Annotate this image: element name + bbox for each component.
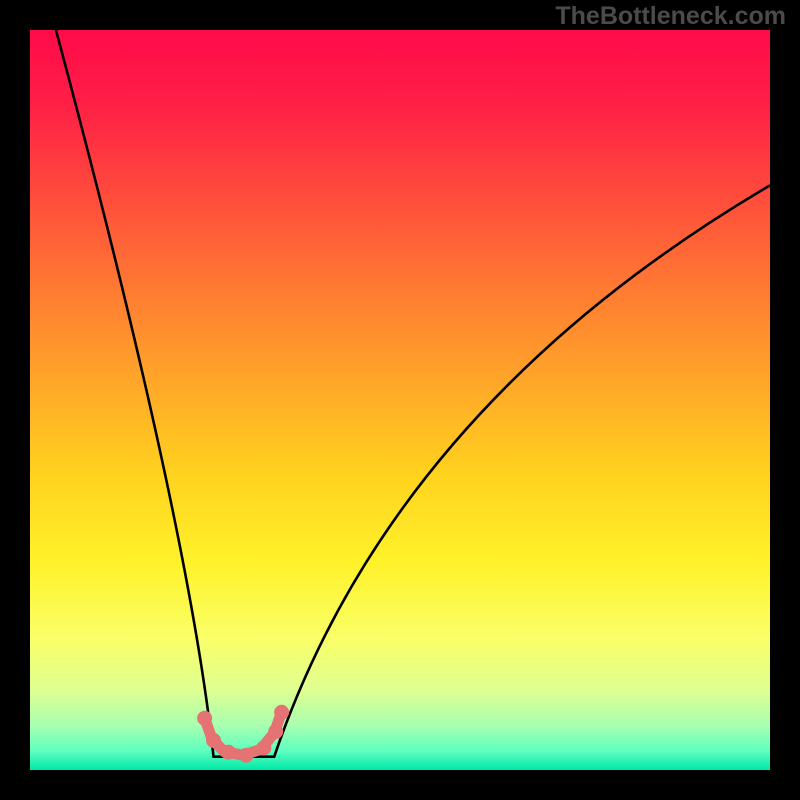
valley-dot <box>274 705 289 720</box>
valley-dot <box>206 733 221 748</box>
curve-layer <box>30 30 770 770</box>
watermark-text: TheBottleneck.com <box>555 2 786 31</box>
valley-dot <box>221 745 236 760</box>
valley-dot <box>256 740 271 755</box>
valley-dot <box>197 711 212 726</box>
bottleneck-curve <box>56 30 770 757</box>
valley-dot <box>268 724 283 739</box>
valley-dot <box>239 748 254 763</box>
chart-frame <box>30 30 770 770</box>
